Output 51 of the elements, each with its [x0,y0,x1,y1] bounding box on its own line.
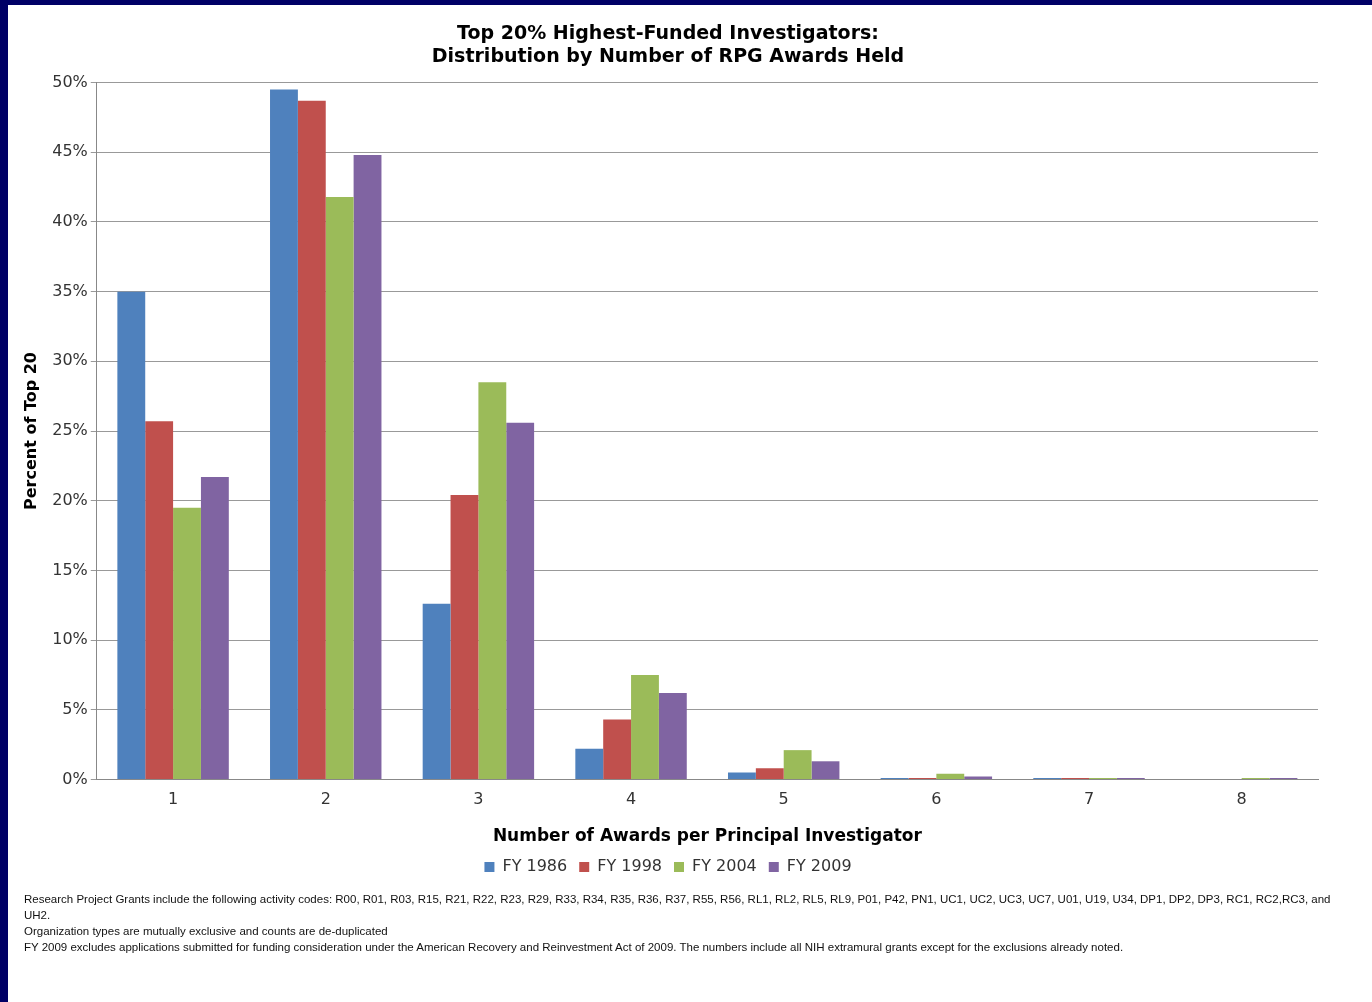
bar [755,768,784,779]
x-tick-label: 8 [1236,789,1247,809]
y-tick-label: 0% [62,768,88,788]
legend-label: FY 1998 [597,856,662,876]
bar [117,291,146,779]
bar [936,773,965,779]
x-tick-label: 7 [1083,789,1095,809]
y-tick-label: 10% [52,629,88,649]
y-tick-label: 20% [52,489,88,509]
bar [450,495,479,779]
y-tick-label: 35% [52,280,88,300]
x-tick-label: 6 [931,789,942,809]
text: Research Project Grants include the following activity codes: R00, R01, R03, R15, R21, R22, R23, R29, R33, R34, R35, R36, R37, R55, R56, RL1, RL2, RL5, RL9, P01, P42, PN1, UC1, UC2, UC3, UC7, U01, U19, U34, DP1, DP2, DP3, RC1, RC2,RC3, and UH2. [24,892,1332,923]
text: Distribution by Number of RPG Awards Held [431,44,905,67]
y-tick-label: 45% [52,141,88,161]
bar [173,507,201,779]
y-tick-label: 15% [52,559,88,579]
bar [506,422,535,779]
y-tick-label: 30% [52,350,88,370]
bar [325,196,354,779]
bar [200,476,229,779]
bar [727,772,756,779]
bar [353,155,382,779]
text: Organization types are mutually exclusive and counts are de-duplicated [24,924,389,939]
bar [658,693,687,779]
x-tick-label: 5 [778,789,789,809]
x-axis-title: Number of Awards per Principal Investigator [492,825,923,846]
bar [145,421,174,779]
x-tick-label: 1 [168,789,179,809]
bar [603,719,632,779]
legend-label: FY 2004 [692,856,757,876]
y-tick-label: 25% [52,420,88,440]
legend-label: FY 1986 [502,856,568,876]
text: Top 20% Highest-Funded Investigators: [457,21,879,44]
bar [478,382,507,779]
bar [575,748,604,779]
y-tick-label: 50% [52,71,88,91]
bar [631,674,659,779]
y-tick-label: 40% [52,211,88,231]
legend-label: FY 2009 [786,856,852,876]
x-tick-label: 2 [320,789,331,809]
bar [811,761,840,779]
text: FY 2009 excludes applications submitted for funding consideration under the American Recovery and Reinvestment Act of 2009. The numbers include all NIH extramural grants except for the exclusions already noted. [24,940,1125,955]
x-tick-label: 4 [625,789,637,809]
bar [422,603,451,779]
x-tick-label: 3 [473,789,484,809]
bar [297,100,326,779]
y-axis-title: Percent of Top 20 [20,351,40,511]
y-tick-label: 5% [62,698,88,718]
bar [270,89,298,779]
bar [783,750,812,779]
